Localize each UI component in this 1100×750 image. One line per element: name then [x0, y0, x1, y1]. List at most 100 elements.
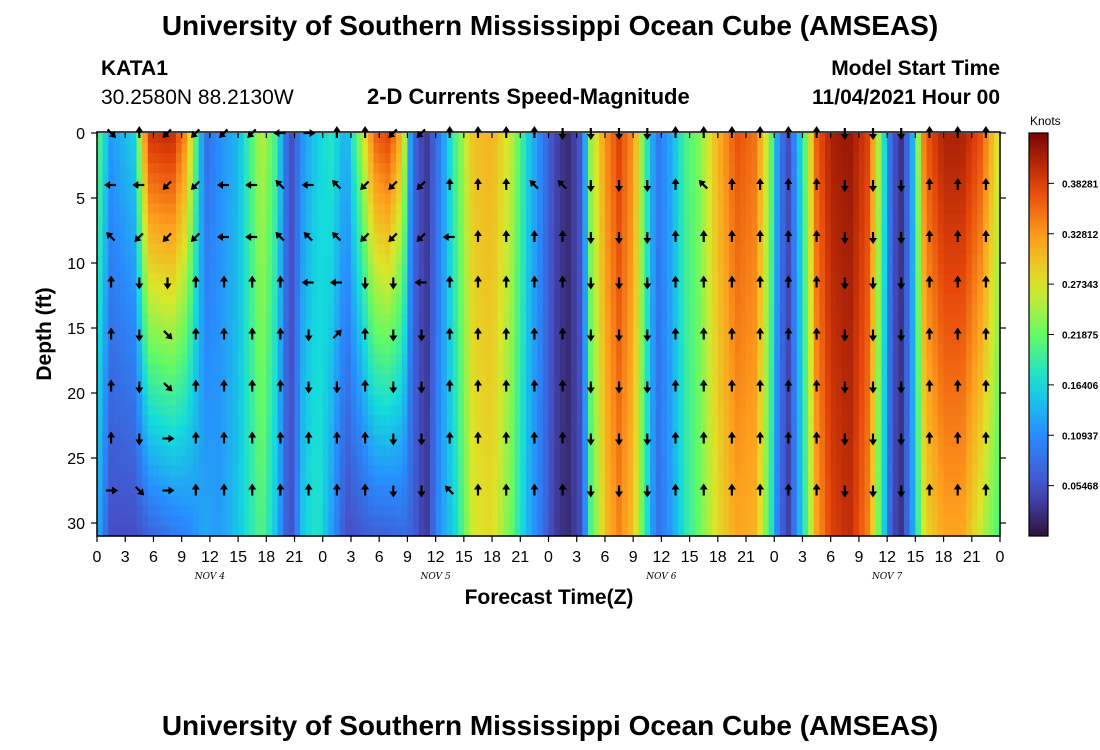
heatmap-cell	[367, 163, 375, 174]
heatmap-cell	[243, 415, 250, 426]
heatmap-cell	[181, 495, 188, 507]
heatmap-cell	[356, 203, 363, 215]
heatmap-cell	[153, 294, 160, 305]
heatmap-cell	[588, 394, 595, 406]
heatmap-cell	[119, 334, 126, 346]
heatmap-cell	[373, 193, 380, 205]
heatmap-cell	[142, 274, 149, 285]
heatmap-cell	[480, 314, 488, 326]
heatmap-cell	[463, 394, 471, 406]
heatmap-cell	[159, 435, 166, 446]
heatmap-cell	[762, 143, 770, 154]
heatmap-cell	[638, 133, 646, 144]
heatmap-cell	[176, 294, 183, 305]
heatmap-cell	[486, 515, 493, 527]
heatmap-cell	[610, 465, 617, 477]
heatmap-cell	[238, 455, 245, 467]
heatmap-cell	[593, 163, 600, 174]
heatmap-cell	[633, 163, 640, 174]
heatmap-cell	[525, 294, 533, 305]
heatmap-cell	[542, 243, 550, 255]
heatmap-cell	[475, 263, 482, 275]
heatmap-cell	[102, 344, 109, 356]
heatmap-cell	[706, 143, 713, 154]
heatmap-cell	[390, 193, 397, 205]
heatmap-cell	[706, 263, 713, 275]
heatmap-cell	[554, 374, 561, 386]
heatmap-cell	[627, 415, 634, 426]
heatmap-cell	[159, 294, 166, 305]
heatmap-cell	[283, 314, 290, 326]
heatmap-cell	[136, 455, 143, 467]
heatmap-cell	[729, 243, 736, 255]
heatmap-cell	[514, 415, 521, 426]
heatmap-cell	[300, 223, 307, 235]
heatmap-cell	[379, 193, 386, 205]
heatmap-cell	[712, 163, 719, 174]
heatmap-cell	[791, 143, 798, 154]
heatmap-cell	[785, 294, 792, 305]
heatmap-cell	[396, 425, 403, 436]
heatmap-cell	[226, 354, 234, 366]
heatmap-cell	[469, 233, 476, 245]
heatmap-cell	[243, 455, 250, 467]
heatmap-cell	[492, 394, 499, 406]
heatmap-cell	[243, 515, 250, 527]
heatmap-cell	[644, 374, 651, 386]
heatmap-cell	[283, 485, 290, 497]
heatmap-cell	[130, 505, 138, 517]
heatmap-cell	[187, 344, 194, 356]
heatmap-cell	[661, 425, 668, 436]
heatmap-cell	[170, 173, 177, 184]
heatmap-cell	[187, 163, 194, 174]
heatmap-cell	[102, 465, 109, 477]
heatmap-cell	[582, 334, 589, 346]
heatmap-cell	[379, 263, 386, 275]
heatmap-cell	[429, 253, 437, 265]
heatmap-cell	[604, 415, 612, 426]
heatmap-cell	[576, 475, 583, 487]
heatmap-cell	[655, 445, 662, 456]
heatmap-cell	[390, 525, 397, 537]
heatmap-cell	[277, 143, 284, 154]
heatmap-cell	[480, 515, 488, 527]
heatmap-cell	[644, 415, 651, 426]
heatmap-cell	[463, 354, 471, 366]
heatmap-cell	[650, 324, 657, 336]
heatmap-cell	[650, 173, 657, 184]
heatmap-cell	[791, 253, 798, 265]
heatmap-cell	[226, 274, 234, 285]
heatmap-cell	[249, 163, 256, 174]
heatmap-cell	[204, 505, 211, 517]
heatmap-cell	[136, 243, 143, 255]
heatmap-cell	[401, 213, 408, 225]
heatmap-cell	[627, 515, 634, 527]
heatmap-cell	[469, 505, 476, 517]
heatmap-cell	[232, 294, 239, 305]
heatmap-cell	[215, 374, 222, 386]
heatmap-cell	[588, 143, 595, 154]
heatmap-cell	[542, 445, 550, 456]
heatmap-cell	[125, 435, 132, 446]
heatmap-cell	[542, 525, 550, 537]
heatmap-cell	[401, 354, 408, 366]
heatmap-cell	[277, 193, 284, 205]
heatmap-cell	[108, 143, 115, 154]
heatmap-cell	[187, 153, 194, 164]
heatmap-cell	[418, 445, 425, 456]
heatmap-cell	[181, 253, 188, 265]
heatmap-cell	[542, 384, 550, 396]
heatmap-cell	[322, 495, 329, 507]
heatmap-cell	[469, 495, 476, 507]
heatmap-cell	[650, 364, 657, 376]
heatmap-cell	[588, 153, 595, 164]
heatmap-cell	[695, 435, 702, 446]
heatmap-cell	[418, 143, 425, 154]
heatmap-cell	[452, 193, 459, 205]
heatmap-cell	[255, 263, 262, 275]
heatmap-cell	[441, 133, 448, 144]
heatmap-cell	[768, 425, 775, 436]
heatmap-cell	[616, 374, 623, 386]
heatmap-cell	[164, 193, 171, 205]
heatmap-cell	[384, 475, 392, 487]
